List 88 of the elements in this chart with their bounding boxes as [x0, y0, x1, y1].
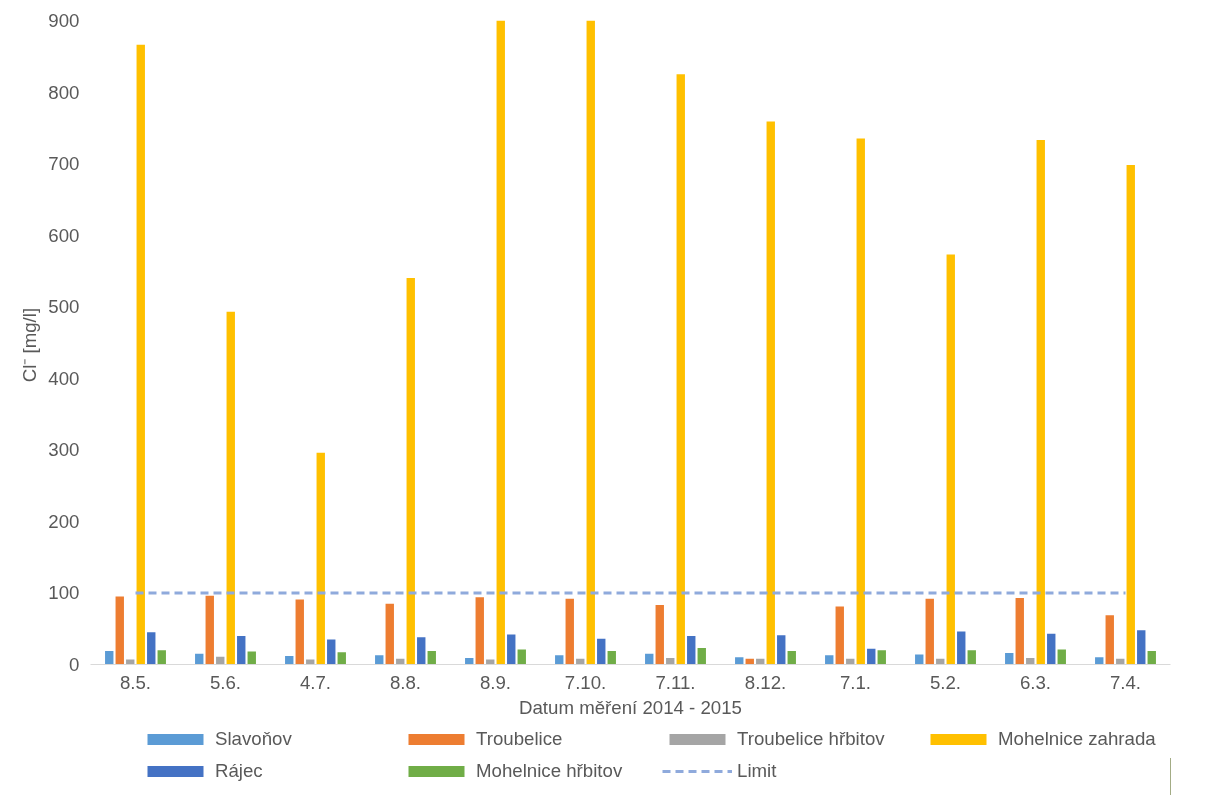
bar: [1126, 165, 1135, 665]
x-tick-label: 4.7.: [299, 671, 332, 693]
x-tick-label: 8.12.: [744, 671, 787, 693]
bar: [517, 649, 526, 665]
bar: [105, 650, 114, 665]
bar: [967, 650, 976, 665]
bar: [136, 44, 145, 665]
y-tick-label: 500: [48, 296, 80, 318]
bar: [1095, 657, 1104, 665]
y-tick-label: 200: [48, 510, 80, 532]
bar: [507, 634, 516, 665]
bar: [126, 659, 135, 665]
x-axis-title: Datum měření 2014 - 2015: [519, 696, 742, 718]
bar: [406, 278, 415, 665]
y-tick-label: 0: [69, 654, 80, 675]
bar: [226, 311, 235, 665]
y-tick-label: 600: [48, 224, 80, 246]
legend-label: Rájec: [215, 760, 264, 782]
bar: [655, 605, 664, 665]
y-tick-label: 100: [48, 582, 80, 604]
legend-label: Limit: [737, 760, 778, 782]
bar: [687, 635, 696, 665]
bar: [597, 638, 606, 665]
bar: [475, 597, 484, 665]
bar: [777, 635, 786, 665]
bar: [565, 598, 574, 665]
bar: [237, 635, 246, 665]
bar: [427, 650, 436, 665]
bar: [385, 603, 394, 665]
bar: [957, 631, 966, 665]
bar: [607, 650, 616, 665]
bar: [825, 655, 834, 665]
bar: [697, 648, 706, 665]
bar: [766, 121, 775, 665]
bar: [735, 657, 744, 665]
legend-label: Slavoňov: [215, 728, 293, 750]
bar: [915, 654, 924, 665]
bar: [1057, 649, 1066, 665]
y-axis-title: Cl⁻ [mg/l]: [19, 307, 41, 383]
bar: [586, 20, 595, 665]
bar: [856, 138, 865, 665]
bar: [835, 606, 844, 665]
y-tick-label: 400: [48, 367, 80, 389]
bar: [1015, 597, 1024, 665]
bar: [946, 254, 955, 665]
x-tick-label: 7.4.: [1109, 671, 1142, 693]
y-tick-label: 700: [48, 153, 80, 175]
bar: [1005, 653, 1014, 665]
x-tick-label: 7.1.: [839, 671, 872, 693]
x-tick-label: 7.11.: [655, 671, 696, 693]
legend-label: Mohelnice zahrada: [998, 728, 1157, 750]
bar: [676, 74, 685, 665]
x-tick-label: 8.5.: [119, 671, 152, 693]
bar: [316, 452, 325, 665]
bar: [157, 650, 166, 665]
bar: [375, 655, 384, 665]
bar: [787, 650, 796, 665]
bar: [205, 595, 214, 665]
bar: [306, 659, 315, 665]
bar: [295, 599, 304, 665]
x-tick-label: 8.9.: [479, 671, 512, 693]
bar: [327, 639, 336, 665]
x-tick-label: 5.6.: [209, 671, 242, 693]
bar: [877, 650, 886, 665]
bar: [115, 596, 124, 665]
legend-label: Mohelnice hřbitov: [476, 760, 624, 782]
legend-label: Troubelice: [476, 728, 564, 750]
y-tick-label: 900: [48, 10, 80, 31]
bar: [1147, 650, 1156, 665]
bar: [867, 648, 876, 665]
bar: [486, 659, 495, 665]
bar: [337, 652, 346, 665]
y-tick-label: 800: [48, 81, 80, 103]
legend-label: Troubelice hřbitov: [737, 728, 886, 750]
x-tick-label: 6.3.: [1019, 671, 1052, 693]
bar: [555, 655, 564, 665]
bar: [1137, 630, 1146, 665]
bar: [147, 632, 156, 665]
bar: [925, 598, 934, 665]
bar: [1047, 633, 1056, 665]
x-tick-label: 7.10.: [564, 671, 607, 693]
bar: [496, 20, 505, 665]
y-tick-label: 300: [48, 439, 80, 461]
bar: [1105, 615, 1114, 665]
x-tick-label: 8.8.: [389, 671, 422, 693]
bar: [417, 637, 426, 665]
x-tick-label: 5.2.: [929, 671, 962, 693]
bar: [1036, 140, 1045, 665]
